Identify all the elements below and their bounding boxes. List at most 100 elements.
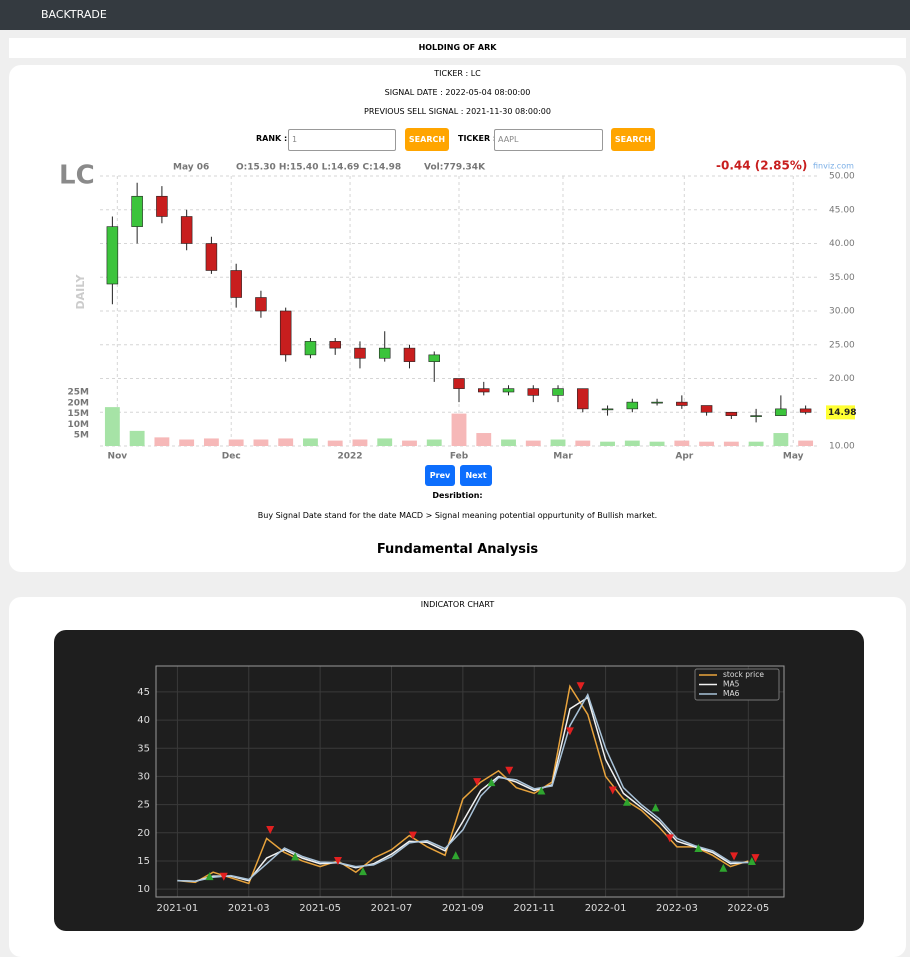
holding-title: HOLDING OF ARK bbox=[9, 38, 906, 58]
candle-body bbox=[676, 401, 688, 406]
volume-bar bbox=[426, 439, 442, 446]
y-tick-label: 20.00 bbox=[829, 374, 855, 384]
candle-body bbox=[304, 341, 317, 356]
y-tick-label: 40 bbox=[137, 715, 150, 726]
change-label: -0.44 (2.85%) bbox=[716, 159, 807, 173]
candle-body bbox=[378, 347, 391, 359]
last-price-label: 14.98 bbox=[828, 408, 856, 418]
description-label: Desribtion: bbox=[432, 491, 483, 500]
buy-marker bbox=[719, 863, 728, 872]
x-tick-label: May bbox=[783, 452, 804, 462]
description-text: Buy Signal Date stand for the date MACD … bbox=[257, 511, 658, 520]
volume-bar bbox=[154, 437, 170, 446]
y-tick-label: 15 bbox=[137, 856, 150, 867]
x-tick-label: Nov bbox=[108, 452, 128, 462]
navbar: BACKTRADE bbox=[0, 0, 910, 30]
ticker-label: TICKER : bbox=[458, 134, 497, 143]
candle-body bbox=[775, 408, 787, 416]
volume-label: Vol:779.34K bbox=[424, 163, 486, 173]
buy-marker bbox=[694, 843, 703, 852]
volume-tick-label: 10M bbox=[68, 420, 90, 430]
search-button[interactable]: SEARCH bbox=[405, 128, 449, 151]
x-tick-label: 2021-05 bbox=[299, 903, 341, 914]
volume-bar bbox=[203, 438, 219, 446]
volume-bar bbox=[773, 433, 789, 446]
indicator-title: INDICATOR CHART bbox=[420, 600, 495, 609]
fundamental-title: Fundamental Analysis bbox=[376, 542, 539, 557]
brand[interactable]: BACKTRADE bbox=[41, 8, 107, 21]
candle-body bbox=[403, 347, 416, 362]
candle-body bbox=[750, 415, 762, 417]
price-chart: LC May 06 O:15.30 H:15.40 L:14.69 C:14.98 V… bbox=[59, 159, 856, 462]
candle-body bbox=[799, 408, 812, 413]
volume-bar bbox=[723, 441, 739, 446]
y-tick-label: 30.00 bbox=[829, 307, 855, 317]
y-tick-label: 10 bbox=[137, 884, 150, 895]
y-tick-label: 35 bbox=[137, 743, 150, 754]
sell-marker bbox=[266, 825, 275, 834]
volume-bar bbox=[402, 440, 417, 446]
next-button[interactable]: Next bbox=[460, 465, 492, 486]
x-tick-label: 2021-01 bbox=[157, 903, 199, 914]
legend-label: MA6 bbox=[723, 689, 740, 698]
candle-body bbox=[131, 195, 143, 227]
candle-body bbox=[577, 388, 589, 410]
y-tick-label: 20 bbox=[137, 828, 150, 839]
volume-bar bbox=[624, 440, 640, 446]
signal-date: SIGNAL DATE : 2022-05-04 08:00:00 bbox=[384, 88, 531, 97]
sell-marker bbox=[219, 872, 228, 881]
candle-body bbox=[329, 341, 341, 349]
y-tick-label: 25 bbox=[137, 800, 150, 811]
rank-input[interactable]: 1 bbox=[288, 129, 396, 151]
sell-marker bbox=[333, 856, 342, 865]
volume-bar bbox=[253, 439, 269, 446]
sell-marker bbox=[505, 766, 514, 775]
candle-body bbox=[205, 243, 218, 271]
series-line bbox=[177, 692, 749, 882]
volume-bar bbox=[129, 430, 145, 446]
volume-bar bbox=[575, 440, 591, 446]
y-tick-label: 25.00 bbox=[829, 340, 855, 350]
volume-bar bbox=[649, 441, 665, 446]
volume-bar bbox=[748, 441, 764, 446]
x-tick-label: 2022-05 bbox=[727, 903, 769, 914]
volume-bar bbox=[228, 439, 244, 446]
search-button[interactable]: SEARCH bbox=[611, 128, 655, 151]
last-price-box bbox=[826, 405, 855, 420]
y-tick-label: 10.00 bbox=[829, 442, 855, 452]
candle-body bbox=[255, 297, 267, 312]
watermark: finviz.com bbox=[813, 162, 854, 171]
y-tick-label: 50.00 bbox=[829, 172, 855, 182]
volume-bar bbox=[352, 439, 368, 446]
sell-marker bbox=[730, 852, 739, 861]
candle-body bbox=[626, 401, 639, 410]
x-tick-label: 2021-07 bbox=[371, 903, 413, 914]
y-tick-label: 35.00 bbox=[829, 273, 855, 283]
buy-marker bbox=[358, 867, 367, 876]
plot-frame bbox=[155, 665, 785, 898]
volume-bar bbox=[501, 439, 516, 446]
volume-bar bbox=[798, 440, 814, 446]
candle-body bbox=[552, 388, 564, 396]
ticker-text: TICKER : LC bbox=[434, 69, 481, 78]
buy-marker bbox=[651, 803, 660, 812]
series-line bbox=[177, 696, 749, 882]
signal-card bbox=[9, 65, 906, 572]
volume-bar bbox=[451, 413, 467, 446]
ticker-input[interactable]: AAPL bbox=[494, 129, 603, 151]
legend-box bbox=[694, 668, 780, 701]
volume-bar bbox=[699, 441, 715, 446]
candle-body bbox=[527, 388, 540, 396]
x-tick-label: 2021-11 bbox=[513, 903, 555, 914]
sell-marker bbox=[665, 834, 674, 843]
ohlc-label: O:15.30 H:15.40 L:14.69 C:14.98 bbox=[236, 163, 401, 173]
buy-marker bbox=[291, 852, 300, 861]
prev-button[interactable]: Prev bbox=[425, 465, 455, 486]
buy-marker bbox=[623, 797, 631, 806]
legend-label: stock price bbox=[723, 670, 764, 679]
volume-bar bbox=[550, 439, 566, 446]
candle-body bbox=[453, 378, 465, 389]
previous-sell: PREVIOUS SELL SIGNAL : 2021-11-30 08:00:… bbox=[364, 107, 551, 116]
candle-body bbox=[700, 405, 713, 413]
rank-label: RANK : bbox=[256, 134, 288, 143]
